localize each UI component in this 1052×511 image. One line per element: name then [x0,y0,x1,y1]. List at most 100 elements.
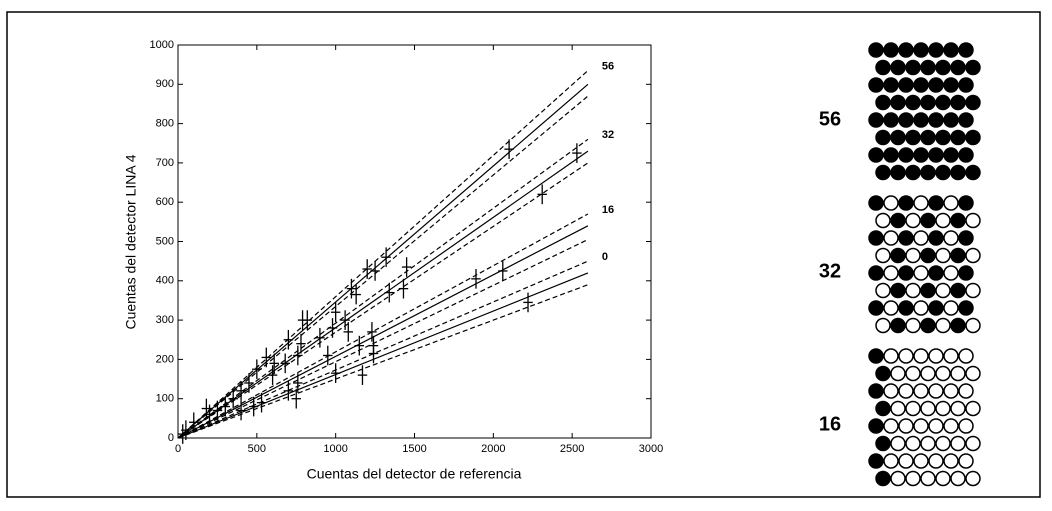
pellet [883,77,899,93]
pellet [928,230,944,246]
pellet [928,418,944,434]
pellet [965,212,981,229]
pellet [920,59,936,76]
pellet [943,383,959,399]
pellet [898,112,914,128]
pattern-label: 32 [819,260,841,282]
pellet [868,453,884,469]
pellet [943,77,959,93]
pellet [913,418,929,434]
pellet [875,365,891,382]
pellet [958,383,974,399]
pellet [965,282,981,299]
pellet [958,300,974,316]
y-tick-label: 100 [156,393,174,405]
pellet [943,42,959,58]
y-tick-label: 1000 [150,39,174,51]
pellet [928,265,944,281]
pellet [935,365,951,382]
fit-line [177,225,589,439]
y-tick-label: 400 [156,275,174,287]
pellet [905,164,921,181]
y-tick-label: 500 [156,235,174,247]
pellet [875,400,891,417]
pellet [943,265,959,281]
pellet [898,348,914,364]
pellet [965,94,981,111]
pellet [935,212,951,229]
pellet [883,265,899,281]
pellet [920,212,936,229]
pellet [958,453,974,469]
pellet [935,317,951,334]
pellet [875,129,891,146]
pellet [898,147,914,163]
pellet [898,453,914,469]
pellet [868,383,884,399]
pellet [920,317,936,334]
pellet [875,247,891,264]
pellet [883,112,899,128]
pellet [965,470,981,487]
pellet [928,147,944,163]
y-axis-label: Cuentas del detector LINA 4 [123,154,139,329]
pellet [920,365,936,382]
pellet [883,453,899,469]
pellet [920,129,936,146]
pellet [958,265,974,281]
pellet [928,300,944,316]
x-tick-label: 2500 [560,443,584,455]
pellet [898,195,914,211]
pellet [943,300,959,316]
pellet [935,129,951,146]
pellet [875,470,891,487]
pellet [905,470,921,487]
pellet [943,195,959,211]
pellet [883,300,899,316]
pellet [943,453,959,469]
pellet [875,59,891,76]
pellet [898,418,914,434]
pellet [890,282,906,299]
pellet [958,195,974,211]
pellet [913,195,929,211]
pellet [950,400,966,417]
pellet [890,365,906,382]
pellet [920,164,936,181]
pellet [958,230,974,246]
pellet [950,470,966,487]
x-tick-label: 500 [248,443,266,455]
pellet [920,247,936,264]
pellet [883,42,899,58]
confidence-band [177,213,589,439]
confidence-band [177,138,589,439]
pellet [905,212,921,229]
y-tick-label: 600 [156,196,174,208]
fit-line [177,83,589,439]
pellet [935,400,951,417]
pellet [875,317,891,334]
pellet [943,112,959,128]
pellet [868,230,884,246]
pellet [965,365,981,382]
y-tick-label: 200 [156,353,174,365]
pellet [950,59,966,76]
pellet [883,418,899,434]
pellet [935,59,951,76]
pellet [928,383,944,399]
pellet [928,453,944,469]
y-tick-label: 700 [156,157,174,169]
pellet [935,247,951,264]
pellet [913,42,929,58]
x-tick-label: 3000 [639,443,663,455]
pellet [958,147,974,163]
pellet [905,365,921,382]
pellet [898,230,914,246]
pellet [890,212,906,229]
pellet [905,400,921,417]
pellet [890,470,906,487]
pellet [905,317,921,334]
line-label: 16 [602,204,614,216]
frame [6,11,1041,498]
